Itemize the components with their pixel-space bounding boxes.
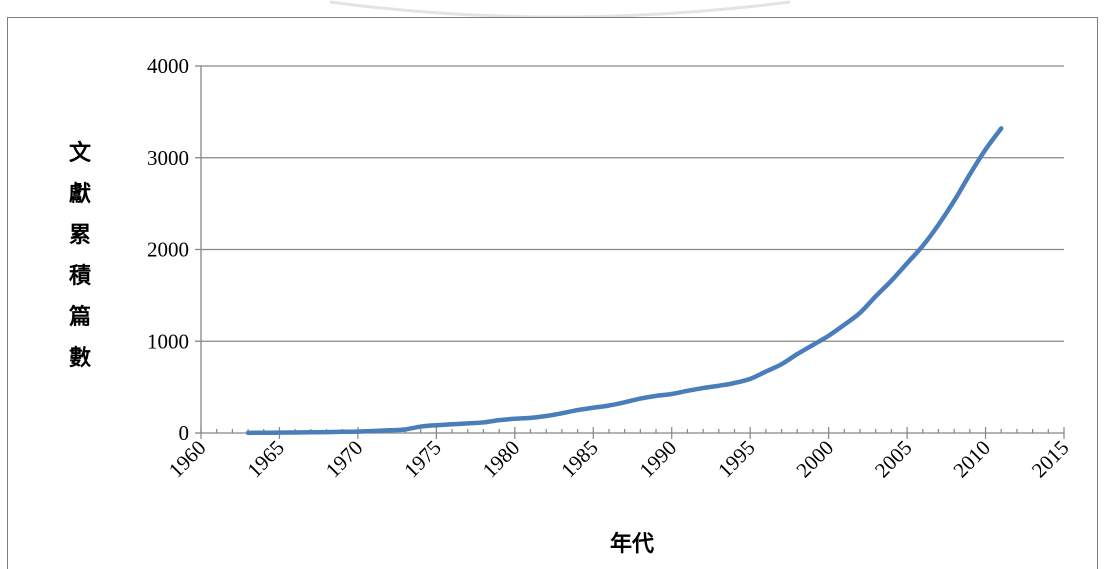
series-line [245, 126, 1004, 436]
x-tick-label: 2010 [948, 436, 995, 483]
gridlines [201, 65, 1064, 342]
x-tick-label: 1975 [399, 436, 446, 483]
x-tick-label: 2005 [870, 436, 917, 483]
x-tick-label: 2000 [792, 436, 839, 483]
series-layer [245, 126, 1004, 436]
y-tick-label: 2000 [147, 238, 189, 262]
y-tick-label: 4000 [147, 54, 189, 78]
x-tick-label: 1960 [164, 436, 211, 483]
x-tick-label: 1995 [713, 436, 760, 483]
x-axis-title: 年代 [610, 531, 654, 557]
y-tick-labels: 0 1000 2000 3000 4000 [147, 54, 189, 445]
y-tick-label: 1000 [147, 329, 189, 353]
x-tick-label: 1990 [635, 436, 682, 483]
x-tick-labels: 1960 1965 1970 1975 1980 1985 1990 1995 2000 2005… [164, 436, 1074, 483]
x-tick-label: 1980 [478, 436, 525, 483]
y-tick-label: 3000 [147, 146, 189, 170]
y-axis-title: 文獻累積篇數 [69, 140, 92, 371]
x-tick-label: 1985 [556, 436, 603, 483]
x-tick-label: 2015 [1027, 436, 1074, 483]
y-tick-label: 0 [179, 421, 190, 445]
chart-frame [7, 17, 1098, 569]
x-tick-label: 1970 [321, 436, 368, 483]
axes [195, 65, 1065, 439]
x-tick-label: 1965 [242, 436, 289, 483]
